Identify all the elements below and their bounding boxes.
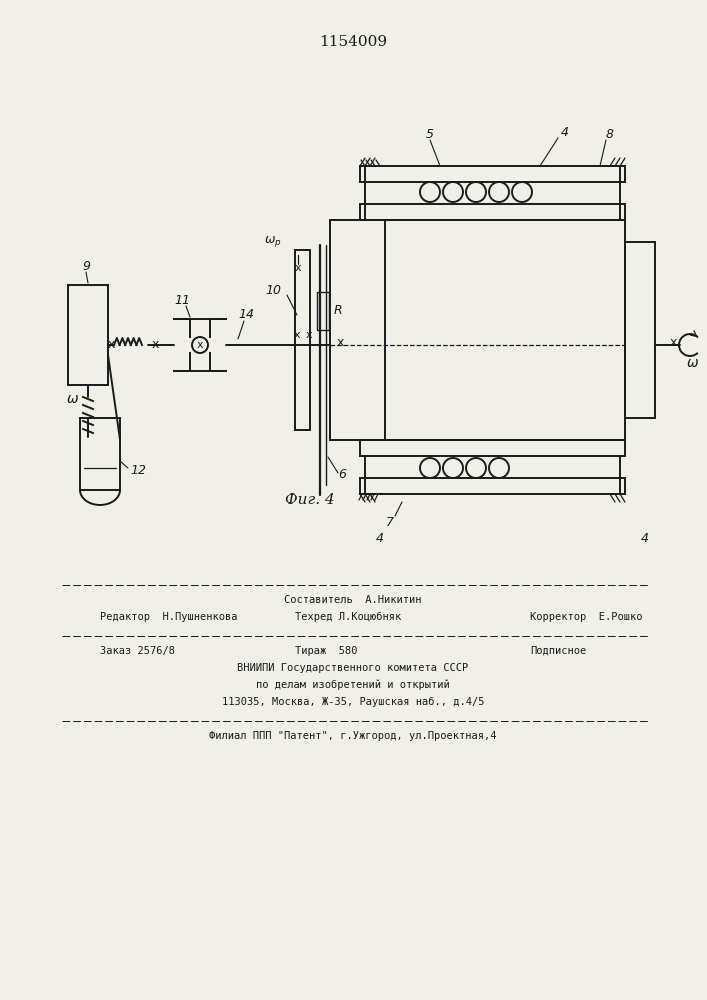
Bar — [360, 478, 625, 494]
Text: 8: 8 — [606, 127, 614, 140]
Text: R: R — [334, 304, 342, 318]
Bar — [68, 285, 108, 385]
Text: x: x — [670, 336, 677, 350]
Text: $\omega$: $\omega$ — [686, 356, 699, 370]
Text: Корректор  Е.Рошко: Корректор Е.Рошко — [530, 612, 643, 622]
Text: 11: 11 — [174, 294, 190, 308]
Bar — [625, 242, 655, 418]
Text: x: x — [151, 338, 158, 351]
Bar — [360, 204, 625, 220]
Text: $\omega$: $\omega$ — [66, 392, 78, 406]
Text: по делам изобретений и открытий: по делам изобретений и открытий — [256, 680, 450, 690]
Text: 4: 4 — [376, 532, 384, 546]
Bar — [295, 250, 310, 430]
Text: ВНИИПИ Государственного комитета СССР: ВНИИПИ Государственного комитета СССР — [238, 663, 469, 673]
Bar — [330, 220, 625, 440]
Text: 4: 4 — [641, 532, 649, 546]
Text: x: x — [337, 336, 344, 350]
Text: x: x — [107, 338, 115, 351]
Text: 4: 4 — [561, 125, 569, 138]
Text: x: x — [293, 330, 300, 340]
Text: $\omega_p$: $\omega_p$ — [264, 234, 282, 249]
Text: 9: 9 — [82, 260, 90, 273]
Text: Заказ 2576/8: Заказ 2576/8 — [100, 646, 175, 656]
Text: x: x — [305, 330, 312, 340]
Text: x: x — [197, 340, 204, 350]
Text: Техред Л.Коцюбняк: Техред Л.Коцюбняк — [295, 612, 402, 622]
Text: 113035, Москва, Ж-35, Раушская наб., д.4/5: 113035, Москва, Ж-35, Раушская наб., д.4… — [222, 697, 484, 707]
Bar — [360, 440, 625, 456]
Text: x: x — [295, 263, 301, 273]
Text: 14: 14 — [238, 308, 254, 322]
Text: 12: 12 — [130, 464, 146, 477]
Text: 6: 6 — [338, 468, 346, 482]
Bar — [80, 418, 120, 490]
Text: 5: 5 — [426, 127, 434, 140]
Bar — [317, 292, 329, 330]
Text: 7: 7 — [386, 516, 394, 528]
Text: Подписное: Подписное — [530, 646, 586, 656]
Text: Тираж  580: Тираж 580 — [295, 646, 358, 656]
Bar — [360, 166, 625, 182]
Text: Филиал ППП "Патент", г.Ужгород, ул.Проектная,4: Филиал ППП "Патент", г.Ужгород, ул.Проек… — [209, 731, 497, 741]
Text: Фиг. 4: Фиг. 4 — [285, 493, 335, 507]
Text: Составитель  А.Никитин: Составитель А.Никитин — [284, 595, 422, 605]
Text: Редактор  Н.Пушненкова: Редактор Н.Пушненкова — [100, 612, 238, 622]
Text: 10: 10 — [265, 284, 281, 296]
Text: 1154009: 1154009 — [319, 35, 387, 49]
